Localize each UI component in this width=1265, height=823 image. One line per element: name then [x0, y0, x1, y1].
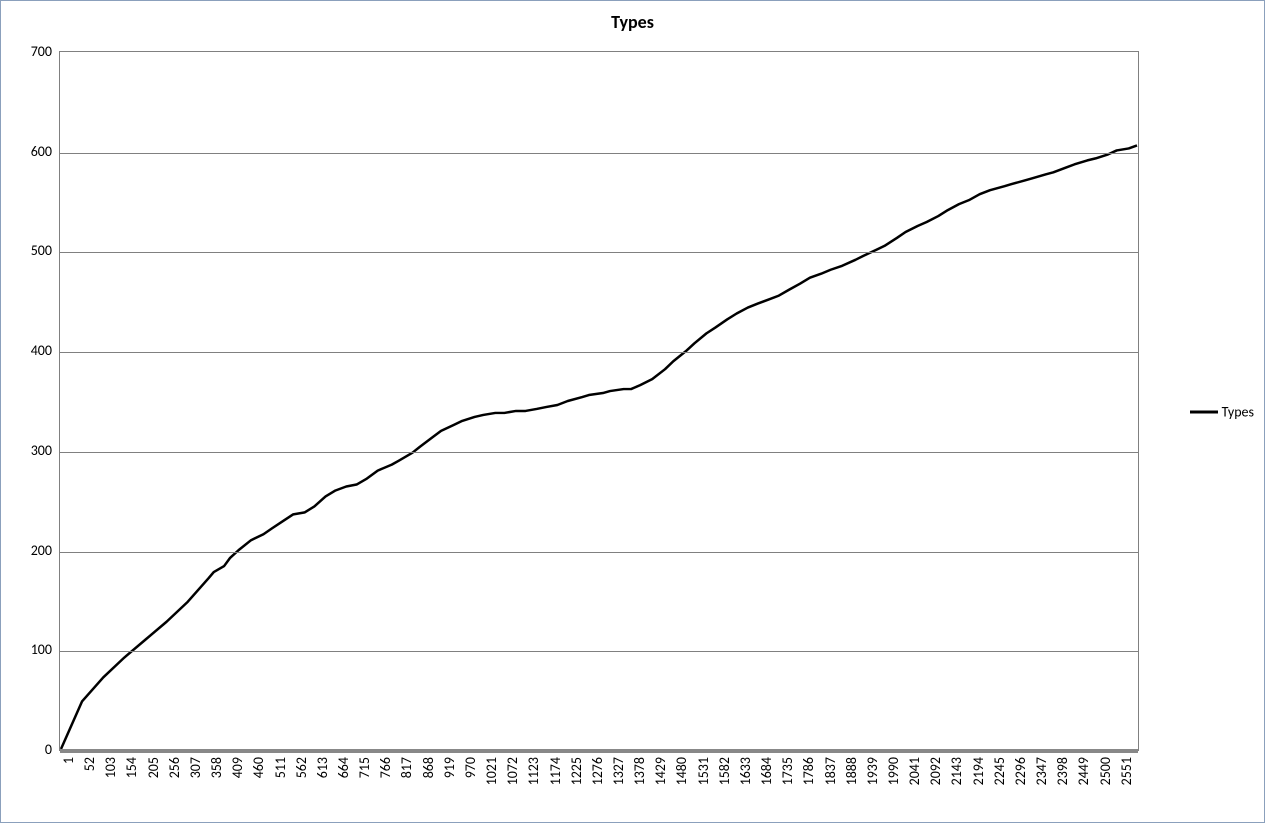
- x-axis-label: 2041: [906, 757, 923, 817]
- x-axis-label: 1684: [758, 757, 775, 817]
- x-axis-label: 205: [145, 757, 162, 817]
- x-axis-label: 2194: [970, 757, 987, 817]
- y-axis-label: 200: [12, 542, 52, 559]
- x-axis-label: 562: [293, 757, 310, 817]
- chart-title: Types: [1, 11, 1264, 33]
- grid-line: [60, 552, 1138, 553]
- x-axis-label: 409: [229, 757, 246, 817]
- legend-label: Types: [1222, 403, 1254, 420]
- x-axis-label: 2092: [927, 757, 944, 817]
- x-axis-label: 1225: [568, 757, 585, 817]
- y-axis-label: 400: [12, 342, 52, 359]
- x-axis-label: 307: [187, 757, 204, 817]
- x-axis-label: 2143: [948, 757, 965, 817]
- x-axis-label: 358: [208, 757, 225, 817]
- legend-swatch: [1190, 410, 1218, 413]
- x-axis-label: 103: [102, 757, 119, 817]
- y-axis-label: 100: [12, 641, 52, 658]
- x-axis-label: 715: [356, 757, 373, 817]
- x-axis-label: 154: [123, 757, 140, 817]
- x-axis-label: 2500: [1097, 757, 1114, 817]
- x-axis-label: 664: [335, 757, 352, 817]
- grid-line: [60, 352, 1138, 353]
- x-axis-label: 1174: [547, 757, 564, 817]
- legend: Types: [1190, 403, 1254, 420]
- chart-container: Types Types 0 100 200 300 400 500 600 700 152103…: [0, 0, 1265, 823]
- x-axis-label: 1888: [843, 757, 860, 817]
- grid-line: [60, 252, 1138, 253]
- x-axis-label: 1939: [864, 757, 881, 817]
- plot-area: [59, 51, 1139, 751]
- x-axis-label: 1633: [737, 757, 754, 817]
- x-axis-label: 1: [60, 757, 77, 817]
- y-axis-label: 500: [12, 242, 52, 259]
- grid-line: [60, 153, 1138, 154]
- x-axis-label: 256: [166, 757, 183, 817]
- x-axis-label: 613: [314, 757, 331, 817]
- x-axis-label: 511: [272, 757, 289, 817]
- x-axis-label: 1480: [673, 757, 690, 817]
- y-axis-label: 0: [12, 741, 52, 758]
- x-axis-label: 2296: [1012, 757, 1029, 817]
- y-axis-label: 600: [12, 143, 52, 160]
- x-axis-label: 1123: [525, 757, 542, 817]
- grid-line: [60, 651, 1138, 652]
- x-axis-label: 970: [462, 757, 479, 817]
- x-axis-label: 2245: [991, 757, 1008, 817]
- x-axis-label: 1786: [800, 757, 817, 817]
- x-axis-label: 766: [377, 757, 394, 817]
- x-axis-label: 2449: [1075, 757, 1092, 817]
- x-axis-label: 2551: [1118, 757, 1135, 817]
- x-axis-baseline: [60, 749, 1138, 753]
- x-axis-label: 460: [250, 757, 267, 817]
- x-axis-label: 1429: [652, 757, 669, 817]
- line-series: [60, 52, 1138, 750]
- y-axis-label: 300: [12, 442, 52, 459]
- grid-line: [60, 452, 1138, 453]
- x-axis-label: 1735: [779, 757, 796, 817]
- x-axis-label: 1837: [822, 757, 839, 817]
- x-axis-label: 1327: [610, 757, 627, 817]
- x-axis-label: 1276: [589, 757, 606, 817]
- series-line-types: [61, 145, 1137, 749]
- x-axis-label: 1378: [631, 757, 648, 817]
- x-axis-label: 2398: [1054, 757, 1071, 817]
- x-axis-label: 868: [420, 757, 437, 817]
- x-axis-label: 1582: [716, 757, 733, 817]
- x-axis-label: 1072: [504, 757, 521, 817]
- x-axis-label: 52: [81, 757, 98, 817]
- x-axis-label: 2347: [1033, 757, 1050, 817]
- x-axis-label: 1021: [483, 757, 500, 817]
- x-axis-label: 919: [441, 757, 458, 817]
- x-axis-label: 1990: [885, 757, 902, 817]
- x-axis-label: 817: [398, 757, 415, 817]
- y-axis-label: 700: [12, 43, 52, 60]
- x-axis-label: 1531: [695, 757, 712, 817]
